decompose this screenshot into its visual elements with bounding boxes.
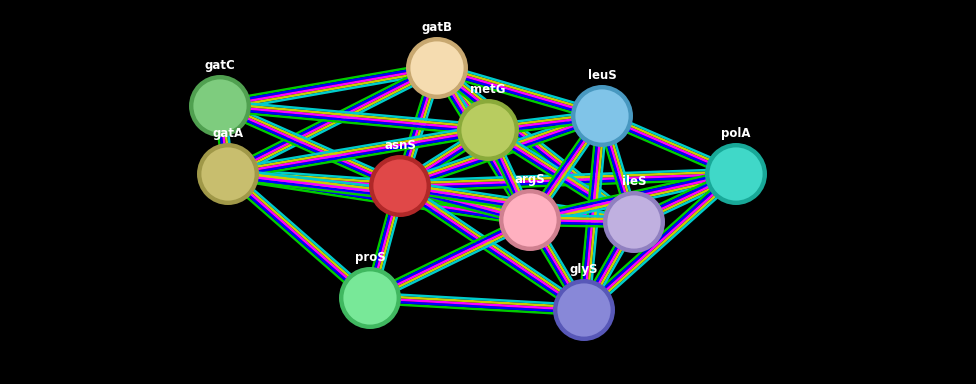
Text: proS: proS — [354, 251, 386, 264]
Text: polA: polA — [721, 127, 751, 140]
Circle shape — [499, 189, 561, 251]
Circle shape — [460, 102, 516, 158]
Circle shape — [197, 143, 259, 205]
Text: gatB: gatB — [422, 21, 453, 34]
Circle shape — [603, 191, 665, 253]
Circle shape — [457, 99, 519, 161]
Text: glyS: glyS — [570, 263, 598, 276]
Circle shape — [192, 78, 248, 134]
Circle shape — [556, 282, 612, 338]
Circle shape — [705, 143, 767, 205]
Circle shape — [708, 146, 764, 202]
Circle shape — [502, 192, 558, 248]
Circle shape — [372, 158, 428, 214]
Circle shape — [339, 267, 401, 329]
Text: argS: argS — [514, 173, 546, 186]
Circle shape — [342, 270, 398, 326]
Text: ileS: ileS — [622, 175, 646, 188]
Text: gatC: gatC — [205, 59, 235, 72]
Circle shape — [571, 85, 633, 147]
Circle shape — [200, 146, 256, 202]
Circle shape — [574, 88, 630, 144]
Circle shape — [189, 75, 251, 137]
Circle shape — [606, 194, 662, 250]
Circle shape — [553, 279, 615, 341]
Circle shape — [409, 40, 465, 96]
Circle shape — [406, 37, 468, 99]
Text: leuS: leuS — [588, 69, 617, 82]
Text: asnS: asnS — [385, 139, 416, 152]
Text: gatA: gatA — [213, 127, 244, 140]
Text: metG: metG — [470, 83, 506, 96]
Circle shape — [369, 155, 431, 217]
